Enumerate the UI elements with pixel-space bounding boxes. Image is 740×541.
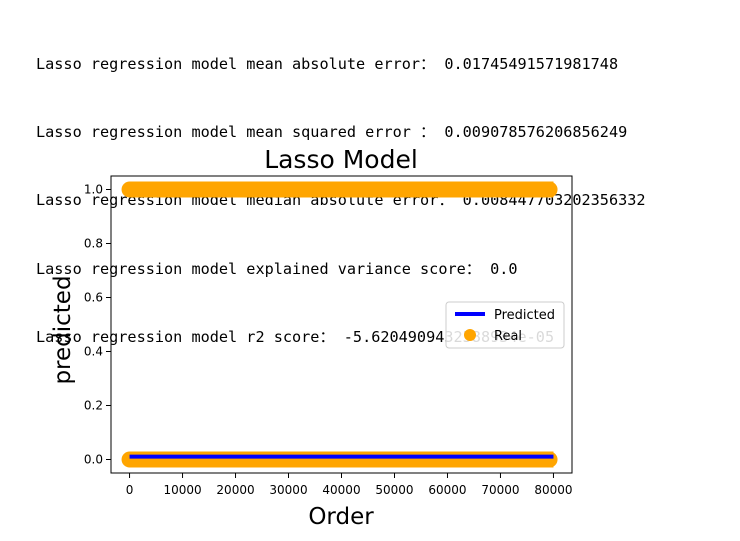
y-tick-label: 1.0 <box>84 183 103 197</box>
metric-mean-absolute-error: Lasso regression model mean absolute err… <box>36 54 619 73</box>
legend-predicted-label: Predicted <box>494 308 555 323</box>
legend-real-swatch <box>464 329 476 341</box>
y-tick-label: 0.0 <box>84 453 103 467</box>
x-tick-label: 30000 <box>269 483 307 497</box>
x-axis-label: Order <box>308 504 374 530</box>
plot-frame <box>110 175 573 474</box>
legend-real-label: Real <box>494 329 522 344</box>
x-tick-label: 80000 <box>534 483 572 497</box>
x-tick-label: 60000 <box>428 483 466 497</box>
legend: Predicted Real <box>445 301 565 349</box>
chart-title: Lasso Model <box>264 145 418 174</box>
console-output: Lasso regression model mean absolute err… <box>36 7 646 372</box>
axis-ticks: 0 10000 20000 30000 40000 50000 60000 70000 8000… <box>84 183 573 498</box>
x-tick-label: 40000 <box>322 483 360 497</box>
y-tick-label: 0.8 <box>84 237 103 251</box>
x-tick-label: 10000 <box>163 483 201 497</box>
y-tick-label: 0.6 <box>84 291 103 305</box>
real-point <box>541 451 558 468</box>
x-tick-label: 20000 <box>216 483 254 497</box>
x-tick-label: 50000 <box>375 483 413 497</box>
x-tick-label: 70000 <box>481 483 519 497</box>
y-tick-label: 0.4 <box>84 345 103 359</box>
x-tick-label: 0 <box>126 483 134 497</box>
y-tick-label: 0.2 <box>84 399 103 413</box>
real-point <box>541 181 558 198</box>
plot-data <box>121 181 558 468</box>
y-axis-label: predicted <box>50 275 76 384</box>
metric-explained-variance: Lasso regression model explained varianc… <box>36 259 518 278</box>
metric-mean-squared-error: Lasso regression model mean squared erro… <box>36 122 628 141</box>
